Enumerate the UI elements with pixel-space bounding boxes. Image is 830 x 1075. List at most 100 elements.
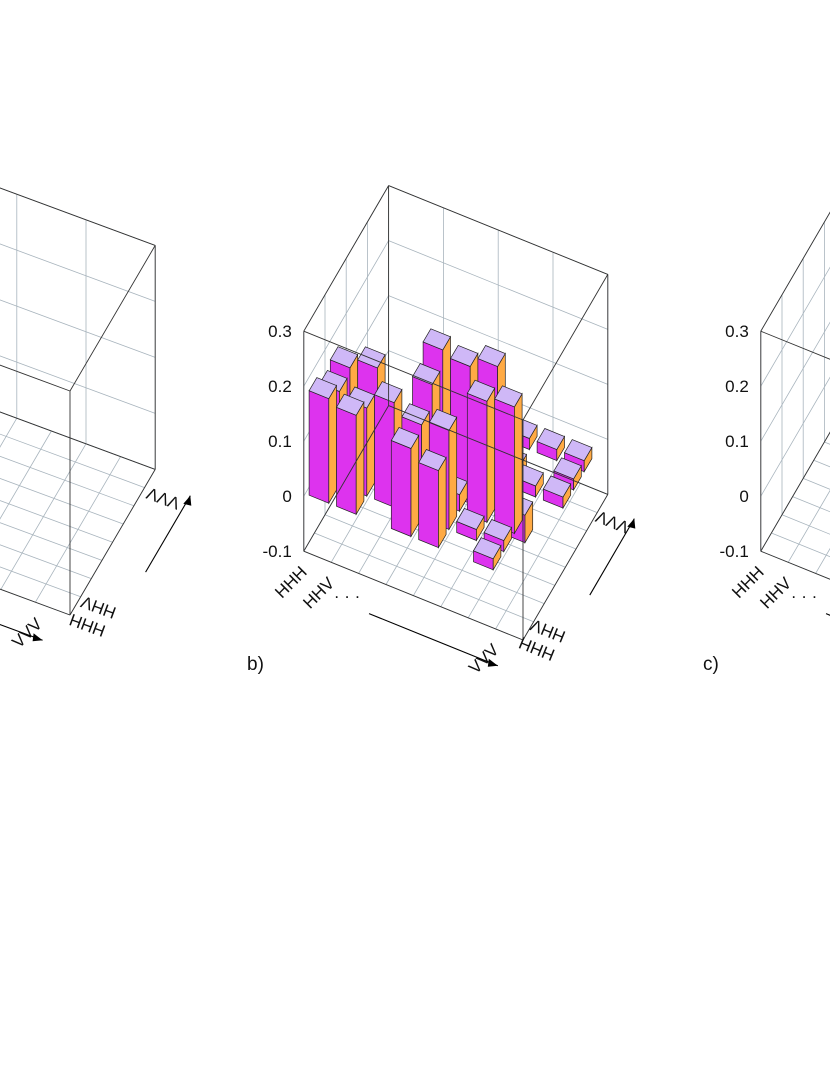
- box-edge: [760, 330, 830, 360]
- row-axis-arrow: [589, 518, 635, 596]
- z-tick-label: -0.1: [263, 542, 292, 561]
- panel-label-b: b): [247, 654, 264, 675]
- bar-top-face: [411, 363, 441, 386]
- grid-line: [787, 489, 830, 563]
- grid-line: [0, 455, 135, 507]
- row-label-last: VVV: [143, 483, 182, 513]
- grid-line: [0, 433, 145, 488]
- bar: [418, 449, 447, 549]
- grid-line: [0, 417, 18, 448]
- grid-line: [0, 243, 156, 302]
- box-edge: [760, 211, 830, 332]
- grid-line: [0, 500, 113, 543]
- col-axis-arrowhead: [32, 633, 43, 642]
- box-edge: [0, 187, 156, 246]
- bar-top-face: [422, 328, 452, 351]
- bar: [542, 475, 572, 510]
- bar-top-face: [553, 457, 582, 480]
- box-edge: [760, 431, 830, 552]
- grid-line: [0, 355, 156, 414]
- grid-line: [792, 496, 830, 513]
- bar-top-face: [542, 475, 572, 498]
- col-axis-arrow: [0, 623, 43, 641]
- bar-top-face: [483, 519, 513, 542]
- bar: [390, 426, 420, 538]
- bar: [494, 385, 523, 535]
- box-edge: [69, 469, 156, 616]
- box-edge: [303, 550, 524, 641]
- bar: [472, 537, 502, 572]
- grid-line: [0, 588, 71, 616]
- bar-top-face: [472, 537, 502, 560]
- grid-line: [760, 376, 830, 497]
- z-ticks: 0.3 0.2 0.1 0 -0.1: [720, 322, 749, 561]
- z-tick-label: 0: [739, 487, 748, 506]
- box-edge: [0, 364, 71, 392]
- bar-side-face: [328, 384, 337, 505]
- z-tick-label: 0.3: [725, 322, 749, 341]
- box-edge: [522, 274, 609, 421]
- bar-top-face: [466, 379, 496, 402]
- bar-side-face: [355, 400, 365, 516]
- bar-front-face: [336, 406, 357, 515]
- bar-top-face: [418, 449, 447, 472]
- bar-top-face: [390, 426, 420, 449]
- box-edge: [760, 550, 830, 580]
- panel-label-c: c): [703, 654, 719, 675]
- box-edge: [303, 185, 389, 332]
- bar-top-face: [563, 439, 593, 462]
- grid-line: [760, 266, 830, 387]
- box-edge: [303, 405, 389, 552]
- grid-line: [803, 478, 830, 490]
- bar: [563, 439, 593, 473]
- bar-side-face: [410, 434, 420, 538]
- z-tick-label: -0.1: [720, 542, 749, 561]
- grid-line: [760, 321, 830, 442]
- bar-top-face: [329, 346, 359, 369]
- grid-line: [781, 514, 830, 535]
- z-tick-label: 0.3: [268, 322, 292, 341]
- box-edge: [522, 494, 609, 641]
- grid-line: [760, 211, 830, 332]
- z-tick-label: 0.2: [268, 377, 292, 396]
- z-tick-label: 0.1: [725, 432, 749, 451]
- grid-line: [0, 522, 103, 561]
- z-tick-label: 0: [282, 487, 291, 506]
- bar-top-face: [308, 377, 338, 400]
- row-axis-arrowhead: [183, 495, 192, 506]
- bar-side-face: [448, 416, 458, 531]
- bar-top-face: [357, 346, 386, 369]
- bar-top-face: [477, 345, 506, 368]
- bar-side-face: [438, 456, 447, 549]
- bar-front-face: [390, 439, 412, 538]
- bar: [536, 428, 566, 462]
- axis-box: [0, 187, 156, 616]
- bar: [466, 379, 496, 524]
- col-axis-arrowhead: [487, 658, 498, 667]
- axis-arrows: · · ·: [0, 495, 192, 642]
- grid: [0, 187, 156, 616]
- z-tick-label: 0.2: [725, 377, 749, 396]
- grid: [760, 211, 830, 580]
- box-edge: [69, 245, 156, 392]
- bar-front-face: [494, 398, 515, 534]
- grid-line: [0, 411, 156, 470]
- bar: [456, 507, 485, 542]
- bar-front-face: [466, 392, 488, 523]
- col-axis-arrow: [368, 613, 499, 667]
- col-axis-arrow: [825, 613, 830, 616]
- col-axis-dots: · · ·: [334, 587, 360, 606]
- grid-line: [0, 411, 156, 470]
- bar-front-face: [418, 462, 439, 549]
- bar: [335, 393, 365, 516]
- bars: [308, 328, 593, 572]
- bar-top-face: [456, 507, 485, 530]
- row-axis-arrowhead: [627, 518, 636, 529]
- bar-top-face: [536, 428, 566, 451]
- axis-box: [303, 185, 609, 641]
- bar-front-face: [308, 390, 330, 504]
